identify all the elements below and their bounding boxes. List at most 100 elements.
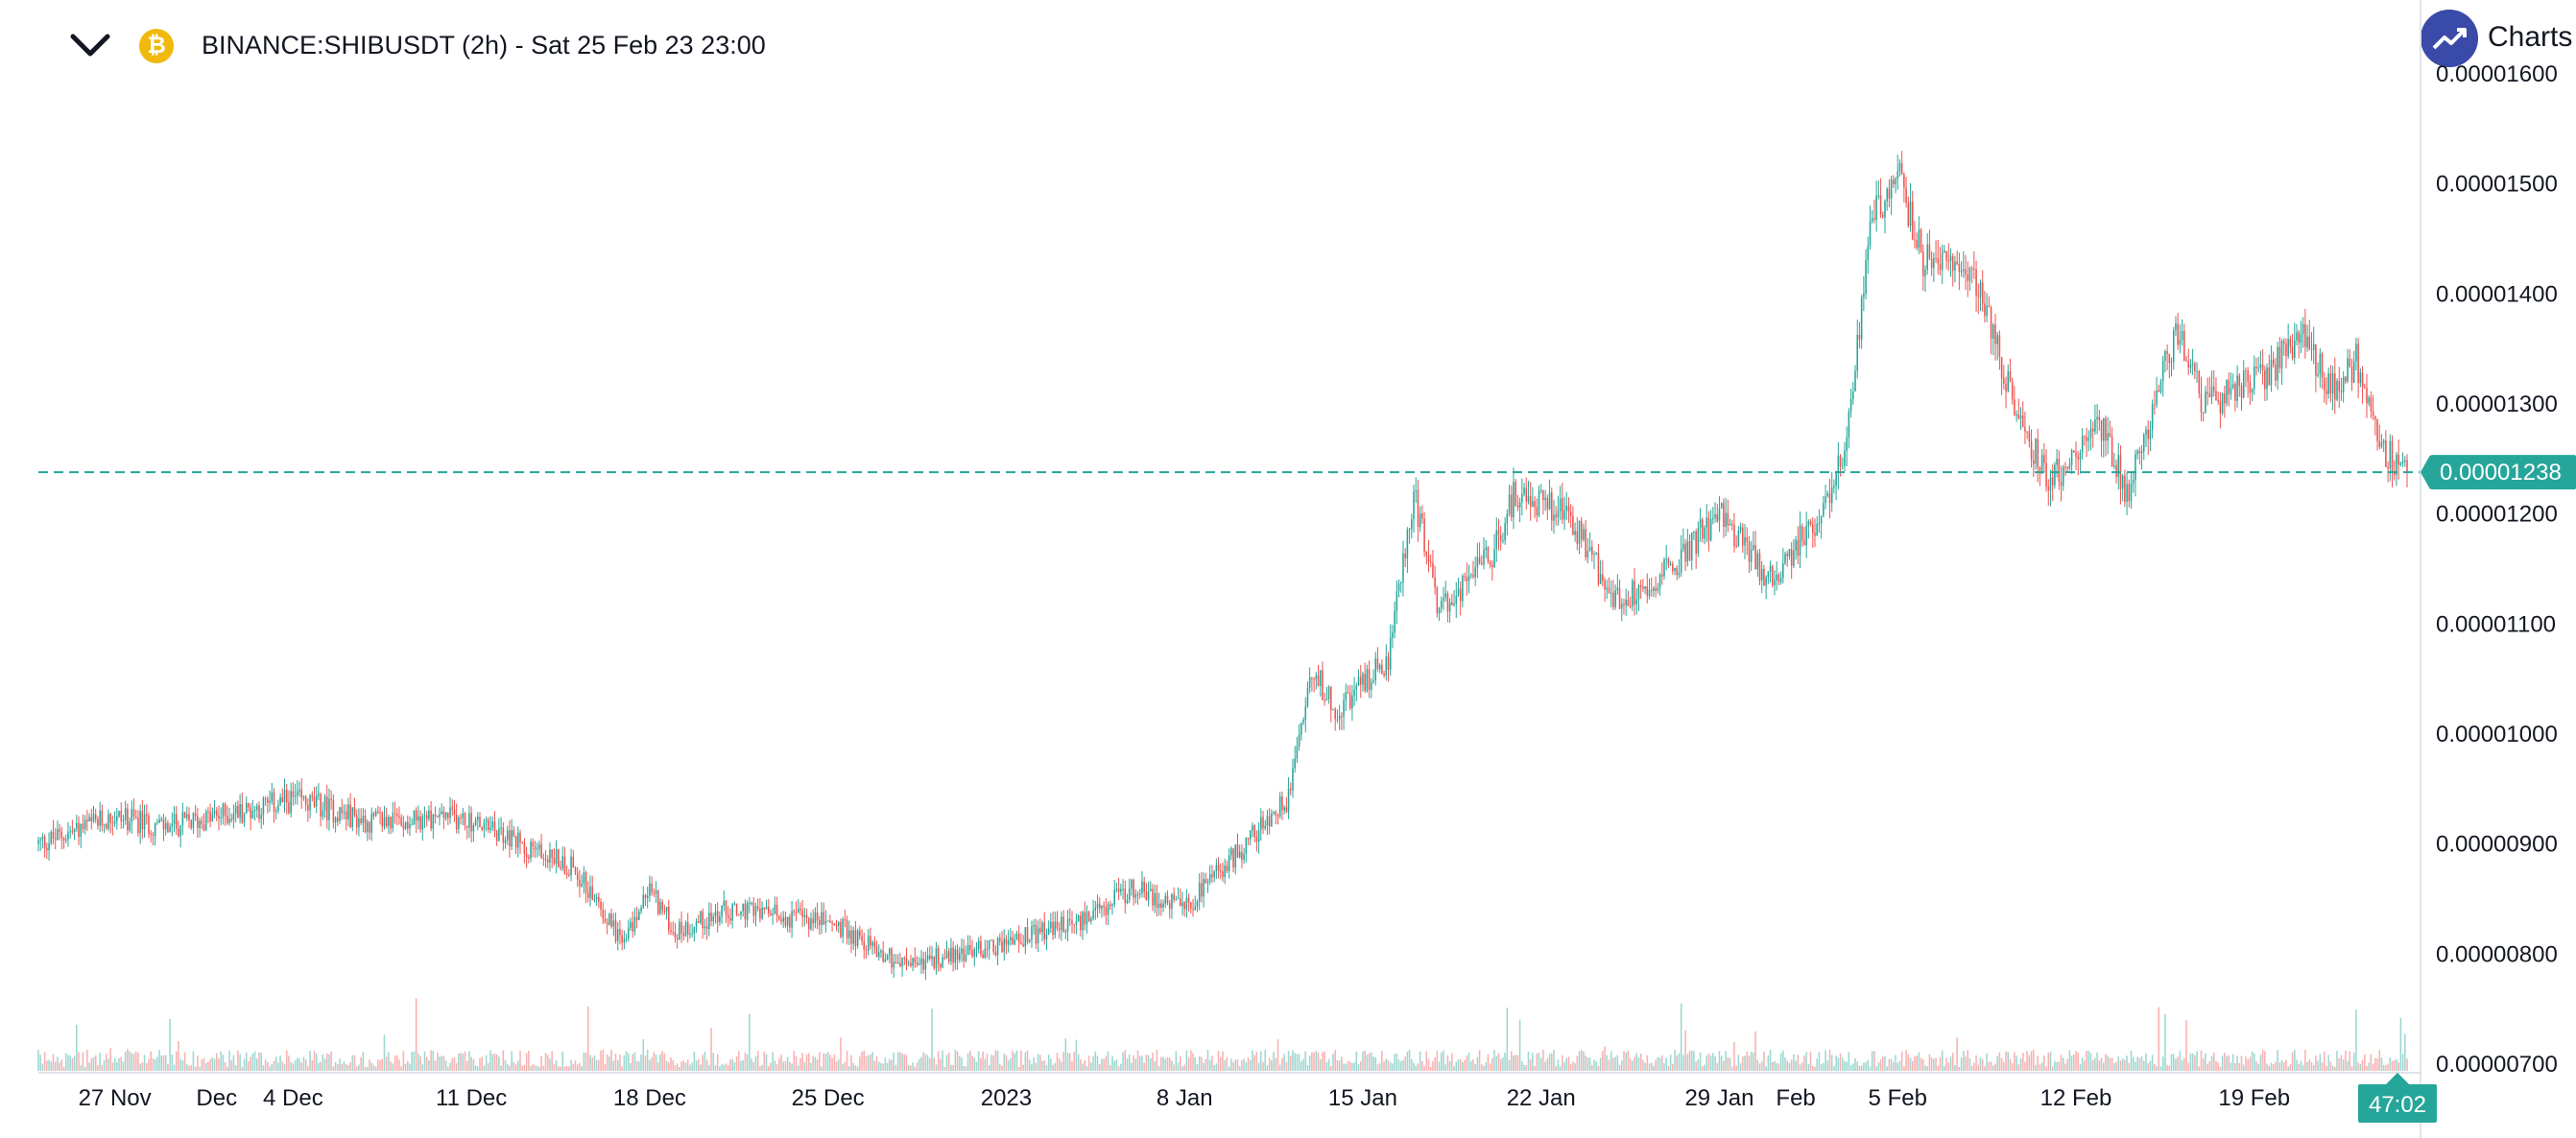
- candle-body: [323, 796, 326, 811]
- candle-body: [530, 842, 532, 859]
- candle-body: [1264, 825, 1267, 829]
- candle-body: [653, 892, 656, 894]
- volume-bar: [1077, 1054, 1080, 1071]
- candle-body: [1266, 816, 1269, 826]
- candle-body: [2198, 370, 2201, 394]
- brand-link[interactable]: Charts p: [2421, 8, 2576, 69]
- volume-bar: [1684, 1030, 1686, 1071]
- volume-bar: [2349, 1051, 2351, 1071]
- volume-bar: [2089, 1053, 2092, 1071]
- candle-body: [2355, 344, 2357, 362]
- volume-bar: [797, 1065, 799, 1071]
- candle-body: [1945, 250, 1947, 261]
- candle-body: [1222, 871, 1224, 878]
- candle-body: [1179, 898, 1181, 907]
- volume-bar: [1276, 1039, 1279, 1071]
- volume-bar: [1588, 1057, 1591, 1071]
- candle-body: [861, 936, 863, 941]
- volume-bar: [789, 1061, 791, 1071]
- volume-bar: [530, 1066, 532, 1071]
- volume-bar: [2030, 1051, 2033, 1071]
- candle-body: [2312, 344, 2315, 350]
- volume-bar: [470, 1056, 472, 1071]
- volume-bar: [614, 1053, 617, 1071]
- candle-body: [2039, 467, 2041, 471]
- volume-bar: [1930, 1057, 1933, 1071]
- volume-bar: [285, 1050, 288, 1071]
- candle-body: [1243, 853, 1245, 861]
- volume-bar: [256, 1058, 258, 1071]
- candle-body: [816, 912, 819, 921]
- volume-bar: [2043, 1055, 2045, 1071]
- volume-bar: [2187, 1062, 2189, 1071]
- candle-body: [2275, 365, 2277, 381]
- candle-body: [1818, 523, 1821, 525]
- volume-bar: [1098, 1064, 1101, 1071]
- candle-body: [436, 816, 439, 818]
- candle-body: [328, 798, 330, 820]
- candle-body: [525, 853, 528, 858]
- volume-bar: [2007, 1052, 2010, 1071]
- candle-body: [1389, 637, 1392, 671]
- candle-body: [245, 802, 248, 814]
- volume-bar: [1037, 1054, 1039, 1071]
- candle-body: [553, 858, 556, 865]
- volume-bar: [2336, 1051, 2338, 1071]
- candle-body: [292, 791, 295, 797]
- candle-body: [1795, 539, 1797, 551]
- volume-bar: [1483, 1065, 1485, 1071]
- candle-body: [67, 832, 69, 840]
- volume-bar: [1092, 1055, 1094, 1071]
- candle-body: [253, 809, 256, 811]
- volume-bar: [67, 1055, 69, 1071]
- volume-bar: [178, 1041, 179, 1071]
- volume-bar: [1937, 1065, 1940, 1071]
- volume-bar: [1616, 1055, 1619, 1071]
- candle-body: [1805, 525, 1807, 546]
- candle-body: [2308, 336, 2311, 350]
- volume-bar: [207, 1061, 209, 1071]
- candle-body: [803, 914, 806, 917]
- candle-body: [188, 814, 190, 820]
- candle-body: [285, 790, 288, 803]
- candle-body: [947, 951, 950, 962]
- candle-body: [640, 907, 642, 912]
- candle-body: [1357, 676, 1360, 686]
- chevron-down-icon[interactable]: [67, 25, 113, 67]
- volume-bar: [211, 1056, 214, 1071]
- volume-bar: [719, 1066, 721, 1071]
- volume-bar: [2196, 1051, 2198, 1071]
- candle-body: [514, 836, 517, 848]
- volume-bar: [62, 1066, 65, 1071]
- volume-bar: [1171, 1060, 1173, 1071]
- volume-bar: [2236, 1055, 2238, 1071]
- volume-bar: [430, 1050, 432, 1071]
- candle-body: [1886, 188, 1888, 202]
- candle-body: [134, 817, 137, 818]
- candle-body: [290, 791, 292, 814]
- candle-body: [517, 832, 519, 848]
- volume-bar: [514, 1064, 517, 1071]
- candle-body: [1725, 512, 1727, 527]
- volume-bar: [2399, 1017, 2402, 1071]
- candle-body: [784, 916, 787, 926]
- candle-body: [390, 817, 392, 829]
- candle-body: [442, 811, 445, 818]
- candle-body: [2100, 420, 2103, 441]
- candle-body: [1096, 903, 1099, 909]
- volume-bar: [1788, 1062, 1791, 1071]
- candle-body: [1663, 558, 1665, 577]
- candle-body: [1760, 568, 1763, 581]
- candle-body: [772, 913, 774, 915]
- candle-body: [1563, 510, 1565, 520]
- volume-bar: [574, 1060, 577, 1071]
- candle-body: [1825, 496, 1826, 504]
- volume-bar: [1544, 1061, 1546, 1071]
- volume-bar: [101, 1064, 104, 1071]
- candle-body: [1077, 915, 1080, 921]
- candle-body: [801, 910, 803, 917]
- candle-body: [2357, 344, 2359, 384]
- candle-body: [415, 810, 417, 821]
- volume-bar: [1730, 1066, 1733, 1071]
